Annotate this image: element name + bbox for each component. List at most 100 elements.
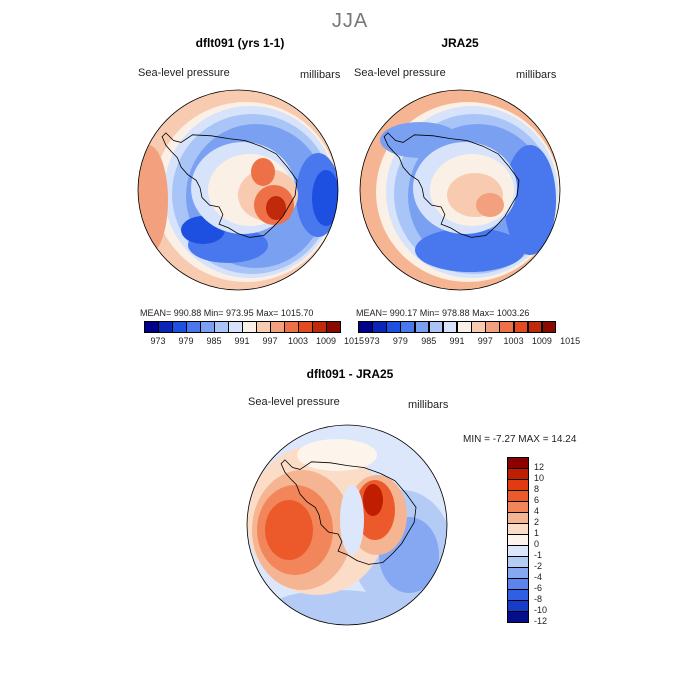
panel2-colorbar-swatch <box>400 321 416 333</box>
map-zero <box>297 439 377 471</box>
panel1-map-border <box>137 89 339 291</box>
panel1-colorbar-tick-label: 1009 <box>315 336 337 346</box>
panel3-colorbar-swatch <box>507 545 529 557</box>
panel2-colorbar-swatch <box>372 321 387 333</box>
panel1-colorbar-swatch <box>186 321 201 333</box>
map-low <box>504 145 556 255</box>
panel3-colorbar-swatch <box>507 512 529 524</box>
panel1-stats: MEAN= 990.88 Min= 973.95 Max= 1015.70 <box>140 308 314 318</box>
panel3-colorbar-swatch <box>507 457 529 469</box>
panel3-colorbar-swatch <box>507 600 529 612</box>
panel3-colorbar-tick-label: -10 <box>534 605 548 615</box>
panel1-colorbar-swatch <box>144 321 159 333</box>
panel2-colorbar-tick-label: 1009 <box>531 336 552 346</box>
panel3-colorbar <box>507 457 529 623</box>
panel2-colorbar-swatch <box>386 321 401 333</box>
panel3-colorbar-swatch <box>507 479 529 491</box>
panel3-colorbar-swatch <box>507 534 529 546</box>
panel3-colorbar-tick-label: 10 <box>534 473 545 483</box>
panel1-colorbar-swatch <box>158 321 173 333</box>
map-coastline <box>280 459 417 565</box>
panel2-units-label: millibars <box>516 69 557 81</box>
panel2-map-border <box>359 89 561 291</box>
panel3-colorbar-swatch <box>507 468 529 480</box>
panel2-colorbar-swatch <box>414 321 430 333</box>
panel3-colorbar-swatch <box>507 611 529 623</box>
panel3-colorbar-swatch <box>507 556 529 568</box>
panel3-colorbar-swatch <box>507 501 529 513</box>
panel3-colorbar-tick-label: -4 <box>534 572 543 582</box>
panel1-colorbar-tick-label: 985 <box>206 336 222 346</box>
panel2-colorbar <box>358 321 557 333</box>
panel3-colorbar-swatch <box>507 523 529 535</box>
panel1-colorbar-tick-label: 1015 <box>343 336 365 346</box>
panel1-colorbar-swatch <box>200 321 215 333</box>
panel1-colorbar-tick-label: 991 <box>234 336 250 346</box>
map-high <box>251 158 275 186</box>
panel3-stats: MIN = -7.27 MAX = 14.24 <box>463 434 577 445</box>
panel2-field-label: Sea-level pressure <box>354 67 446 79</box>
panel2-map <box>360 90 560 290</box>
panel3-colorbar-tick-label: -2 <box>534 561 543 571</box>
panel2-title: JRA25 <box>441 36 479 50</box>
panel3-map <box>247 425 447 625</box>
panel1-colorbar-swatch <box>172 321 187 333</box>
map-zero <box>340 485 364 555</box>
panel3-units-label: millibars <box>408 399 449 411</box>
panel3-colorbar-tick-label: 4 <box>534 506 540 516</box>
panel2-colorbar-swatch <box>527 321 543 333</box>
panel1-colorbar-swatch <box>214 321 229 333</box>
panel1-colorbar-swatch <box>298 321 313 333</box>
panel1-field-label: Sea-level pressure <box>138 67 230 79</box>
panel2-colorbar-swatch <box>499 321 515 333</box>
panel2-colorbar-tick-label: 1015 <box>560 336 581 346</box>
panel1-map <box>138 90 338 290</box>
panel2-colorbar-ticks: 973 979 985 991 997 1003 1009 1015 <box>358 336 581 348</box>
panel1-colorbar-swatch <box>256 321 271 333</box>
panel3-map-border <box>246 424 448 626</box>
panel3-colorbar-tick-label: 12 <box>534 462 545 472</box>
panel1-colorbar-ticks: 973 979 985 991 997 1003 1009 1015 <box>144 336 364 348</box>
panel2-stats: MEAN= 990.17 Min= 978.88 Max= 1003.26 <box>356 308 530 318</box>
panel3-colorbar-tick-label: 6 <box>534 495 540 505</box>
panel2-colorbar-swatch <box>442 321 458 333</box>
panel3-colorbar-tick-label: -12 <box>534 616 548 626</box>
panel1-units-label: millibars <box>300 69 341 81</box>
panel1-colorbar-swatch <box>326 321 341 333</box>
panel1-title: dflt091 (yrs 1-1) <box>195 36 285 50</box>
map-high <box>138 145 168 255</box>
panel2-colorbar-tick-label: 973 <box>364 336 380 346</box>
map-pos <box>363 484 383 516</box>
panel2-colorbar-swatch <box>513 321 529 333</box>
panel2-colorbar-swatch <box>457 321 472 333</box>
panel2-colorbar-tick-label: 997 <box>477 336 493 346</box>
panel2-colorbar-swatch <box>471 321 486 333</box>
map-low <box>415 228 525 272</box>
panel1-colorbar-swatch <box>228 321 243 333</box>
panel2-colorbar-swatch <box>541 321 557 333</box>
panel1-colorbar-tick-label: 1003 <box>287 336 309 346</box>
panel2-colorbar-tick-label: 979 <box>392 336 408 346</box>
panel3-colorbar-tick-label: -1 <box>534 550 543 560</box>
panel1-colorbar <box>144 321 341 333</box>
panel3-colorbar-swatch <box>507 567 529 579</box>
panel1-colorbar-swatch <box>312 321 327 333</box>
panel3-colorbar-swatch <box>507 589 529 601</box>
panel3-colorbar-swatch <box>507 578 529 590</box>
panel2-colorbar-tick-label: 985 <box>421 336 437 346</box>
panel1-colorbar-swatch <box>284 321 299 333</box>
panel2-colorbar-tick-label: 991 <box>449 336 465 346</box>
panel1-colorbar-tick-label: 997 <box>262 336 278 346</box>
map-low <box>312 170 338 226</box>
map-high <box>266 196 286 220</box>
panel1-colorbar-tick-label: 979 <box>178 336 194 346</box>
map-high <box>476 193 504 217</box>
map-pos <box>265 500 313 560</box>
panel3-colorbar-ticks: 12 10 8 6 4 2 1 0 -1 -2 -4 -6 -8 -10 -12 <box>534 457 574 626</box>
panel3-colorbar-tick-label: 8 <box>534 484 540 494</box>
panel3-colorbar-tick-label: 2 <box>534 517 540 527</box>
panel3-colorbar-tick-label: -6 <box>534 583 543 593</box>
panel3-colorbar-tick-label: 0 <box>534 539 540 549</box>
panel3-colorbar-swatch <box>507 490 529 502</box>
